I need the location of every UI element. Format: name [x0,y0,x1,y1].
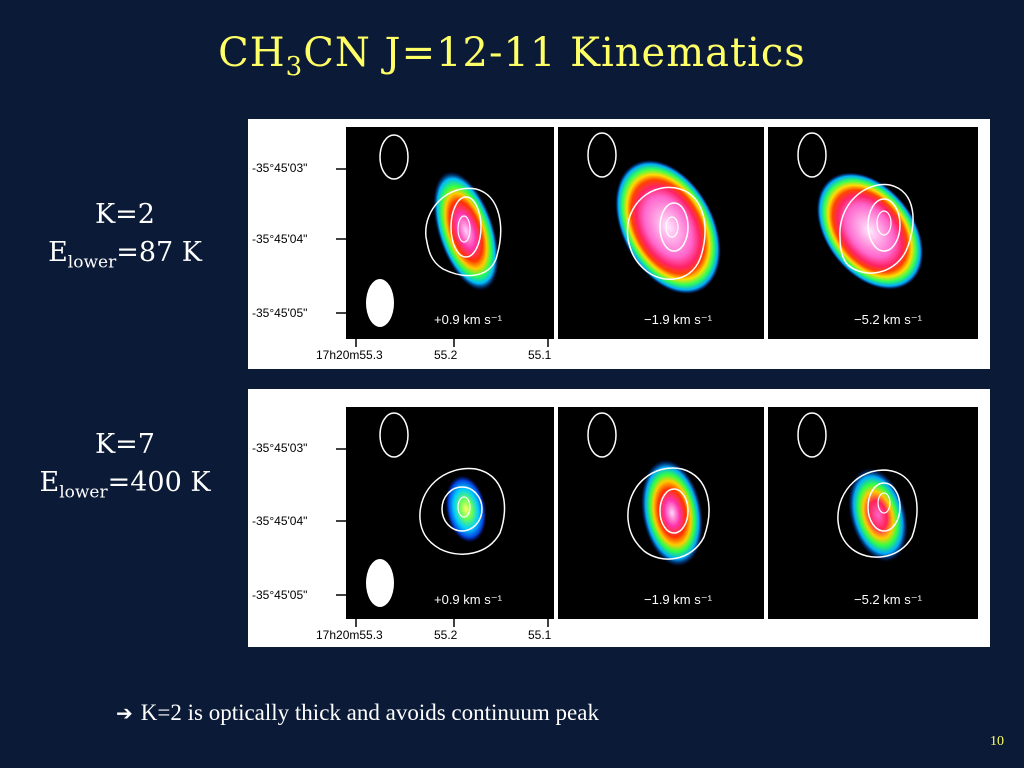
row1-label: K=2 Elower=87 K [10,196,240,281]
energy-label: Elower=400 K [39,467,211,503]
k-value: K=7 [95,429,155,460]
velocity-label: −1.9 km s⁻¹ [644,592,713,607]
ytick-label: -35°45'05" [252,306,307,320]
map-panel-3: −5.2 km s⁻¹ [768,127,978,339]
ytick-label: -35°45'03" [252,161,307,175]
ytick-label: -35°45'03" [252,441,307,455]
energy-label: Elower=87 K [48,237,202,273]
map-panel-2: −1.9 km s⁻¹ [558,127,764,339]
velocity-label: +0.9 km s⁻¹ [434,592,503,607]
page-number: 10 [990,734,1004,749]
ytick-label: -35°45'04" [252,232,307,246]
xtick-label: 55.2 [434,628,458,642]
velocity-label: −1.9 km s⁻¹ [644,312,713,327]
xtick-label: 55.2 [434,348,458,362]
velocity-label: +0.9 km s⁻¹ [434,312,503,327]
map-panel-1: +0.9 km s⁻¹ [346,407,554,619]
figure-k2: -35°45'03" -35°45'04" -35°45'05" 17h20m5… [248,119,990,369]
row2-label: K=7 Elower=400 K [10,426,240,511]
slide-title: CH3CN J=12-11 Kinematics [218,30,806,82]
map-panel-3: −5.2 km s⁻¹ [768,407,978,619]
arrow-icon: ➔ [116,701,133,725]
beam-ellipse [366,559,394,607]
velocity-label: −5.2 km s⁻¹ [854,312,923,327]
map-panel-2: −1.9 km s⁻¹ [558,407,764,619]
bullet-text: K=2 is optically thick and avoids contin… [140,700,599,725]
beam-ellipse [366,279,394,327]
xtick-label: 17h20m55.3 [316,348,383,362]
ytick-label: -35°45'04" [252,514,307,528]
velocity-label: −5.2 km s⁻¹ [854,592,923,607]
bullet-point: ➔ K=2 is optically thick and avoids conti… [116,700,599,726]
xtick-label: 55.1 [528,348,552,362]
xtick-label: 17h20m55.3 [316,628,383,642]
map-panel-1: +0.9 km s⁻¹ [346,127,554,339]
k-value: K=2 [95,199,155,230]
figure-k7: -35°45'03" -35°45'04" -35°45'05" 17h20m5… [248,389,990,647]
xtick-label: 55.1 [528,628,552,642]
ytick-label: -35°45'05" [252,588,307,602]
